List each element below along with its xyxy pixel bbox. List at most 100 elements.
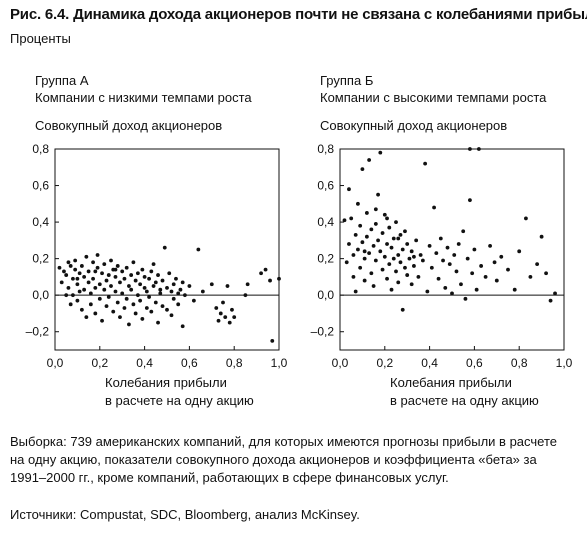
data-point xyxy=(403,229,407,234)
data-point xyxy=(106,295,111,299)
data-point xyxy=(64,273,69,277)
data-point xyxy=(524,216,528,221)
data-point xyxy=(414,238,419,243)
data-point xyxy=(138,282,143,287)
data-point xyxy=(344,260,349,265)
data-point xyxy=(147,295,151,299)
y-tick-label: 0,6 xyxy=(317,179,334,193)
data-point xyxy=(93,311,98,316)
x-tick-label: 0,8 xyxy=(226,356,243,370)
data-point xyxy=(360,240,365,245)
data-point xyxy=(84,254,89,259)
data-point xyxy=(362,278,367,283)
data-point xyxy=(135,271,140,276)
data-point xyxy=(450,291,454,296)
data-point xyxy=(470,271,475,276)
data-point xyxy=(454,269,459,274)
data-point xyxy=(358,223,363,228)
y-tick-label: 0,0 xyxy=(32,288,49,302)
x-axis-label-line-2: в расчете на одну акцию xyxy=(390,393,539,408)
y-tick-label: 0,4 xyxy=(317,215,334,229)
group-description: Компании с низкими темпами роста xyxy=(35,90,252,105)
data-point xyxy=(158,291,163,296)
panel-group-b: Группа Б Компании с высокими темпами рос… xyxy=(295,72,575,422)
data-point xyxy=(68,264,73,268)
x-axis-label-line-1: Колебания прибыли xyxy=(390,375,512,390)
data-point xyxy=(75,298,80,303)
data-point xyxy=(106,273,111,277)
data-point xyxy=(221,300,225,305)
data-point xyxy=(214,306,219,310)
data-point xyxy=(398,260,403,265)
data-point xyxy=(474,287,479,292)
data-point xyxy=(153,300,158,305)
data-point xyxy=(472,247,477,252)
figure-subtitle: Проценты xyxy=(10,31,71,46)
data-point xyxy=(129,287,134,292)
data-point xyxy=(131,302,136,307)
data-point xyxy=(468,147,472,151)
data-point xyxy=(140,267,145,272)
x-tick-label: 0,6 xyxy=(181,356,198,370)
data-point xyxy=(268,278,272,283)
data-point xyxy=(367,158,372,162)
data-point xyxy=(499,254,504,259)
data-point xyxy=(369,227,374,232)
y-tick-label: 0,2 xyxy=(317,252,334,266)
data-point xyxy=(156,320,160,325)
data-point xyxy=(385,242,389,246)
data-point xyxy=(84,315,89,320)
data-point xyxy=(468,198,472,203)
data-point xyxy=(382,254,387,259)
data-point xyxy=(95,253,100,257)
data-point xyxy=(436,276,441,281)
data-point xyxy=(180,280,185,285)
data-point xyxy=(153,280,158,285)
panel-group-a: Группа А Компании с низкими темпами рост… xyxy=(10,72,290,422)
plot-frame xyxy=(339,148,565,351)
data-point xyxy=(127,284,131,288)
data-point xyxy=(113,275,118,279)
data-point xyxy=(407,256,412,261)
x-tick-label: 1,0 xyxy=(271,356,288,370)
data-point xyxy=(371,284,376,288)
data-point xyxy=(174,276,178,281)
data-point xyxy=(443,285,448,290)
data-point xyxy=(191,298,196,303)
data-point xyxy=(376,238,380,243)
data-point xyxy=(349,216,354,221)
data-point xyxy=(91,260,95,265)
data-point xyxy=(445,245,450,250)
data-point xyxy=(360,167,365,171)
data-point xyxy=(95,265,100,270)
data-point xyxy=(456,242,461,246)
data-point xyxy=(216,318,221,323)
data-point xyxy=(380,231,385,235)
data-point xyxy=(506,267,510,272)
data-point xyxy=(120,291,125,296)
data-point xyxy=(176,302,181,307)
x-tick-label: 0,8 xyxy=(511,356,528,370)
data-point xyxy=(113,289,118,294)
data-point xyxy=(120,269,125,274)
y-tick-label: 0,4 xyxy=(32,215,49,229)
group-name: Группа А xyxy=(35,73,89,88)
data-point xyxy=(378,150,383,155)
data-point xyxy=(225,284,230,288)
data-point xyxy=(86,269,91,274)
data-point xyxy=(362,256,367,261)
data-point xyxy=(169,289,174,294)
data-point xyxy=(373,258,378,263)
figure-title: Рис. 6.4. Динамика дохода акционеров поч… xyxy=(10,6,587,23)
data-point xyxy=(138,298,143,303)
data-point xyxy=(149,269,154,274)
data-point xyxy=(111,309,116,314)
data-point xyxy=(218,311,223,316)
data-point xyxy=(245,282,250,287)
y-axis-label: Совокупный доход акционеров xyxy=(35,118,223,133)
data-point xyxy=(57,265,62,270)
data-point xyxy=(171,282,176,287)
data-point xyxy=(351,275,356,279)
data-point xyxy=(64,293,69,298)
data-point xyxy=(494,278,499,283)
